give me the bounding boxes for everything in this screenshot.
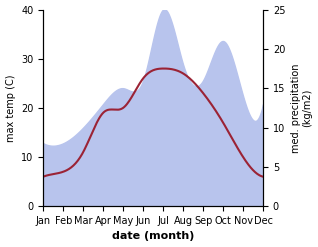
Y-axis label: med. precipitation
(kg/m2): med. precipitation (kg/m2) [291,63,313,153]
X-axis label: date (month): date (month) [112,231,194,242]
Y-axis label: max temp (C): max temp (C) [5,74,16,142]
